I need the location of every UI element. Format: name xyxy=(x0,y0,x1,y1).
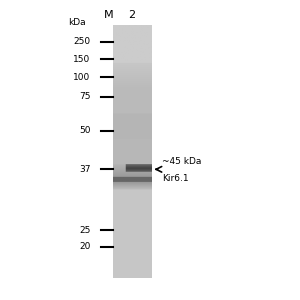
Text: 2: 2 xyxy=(129,10,136,20)
Text: ~45 kDa: ~45 kDa xyxy=(162,158,201,166)
Text: 75: 75 xyxy=(79,92,91,101)
Text: Kir6.1: Kir6.1 xyxy=(162,174,188,183)
Text: 25: 25 xyxy=(79,226,91,235)
Text: 150: 150 xyxy=(73,55,91,64)
Text: M: M xyxy=(103,10,113,20)
Text: 20: 20 xyxy=(79,242,91,251)
Text: 100: 100 xyxy=(73,73,91,82)
Text: 37: 37 xyxy=(79,165,91,174)
Text: kDa: kDa xyxy=(68,18,86,27)
Text: 250: 250 xyxy=(74,37,91,46)
Text: 50: 50 xyxy=(79,126,91,135)
